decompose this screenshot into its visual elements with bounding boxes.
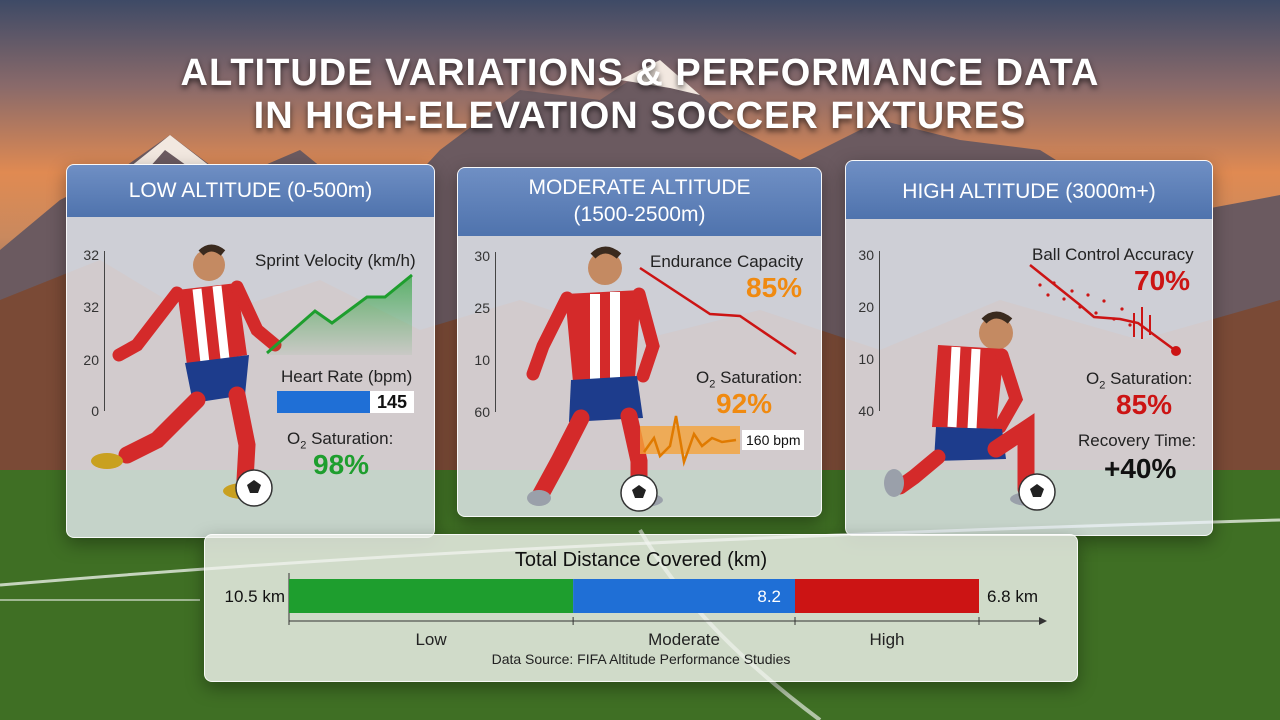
panel-header: LOW ALTITUDE (0-500m) — [67, 165, 434, 217]
o2-saturation-value: 92% — [716, 388, 773, 419]
data-label-moderate: 8.2 — [757, 587, 781, 606]
panel-header: HIGH ALTITUDE (3000m+) — [846, 161, 1212, 219]
panel-header-text: LOW ALTITUDE (0-500m) — [128, 179, 373, 202]
bar-low — [289, 579, 574, 613]
soccer-ball-icon — [620, 474, 658, 512]
panel-header-text-line-2: (1500-2500m) — [573, 203, 706, 226]
heart-rate-label: Heart Rate (bpm) — [281, 367, 413, 386]
heart-rate-pulse-chart — [640, 415, 740, 467]
chart-source: Data Source: FIFA Altitude Performance S… — [491, 651, 791, 667]
endurance-capacity-trend — [639, 266, 797, 356]
heart-rate-bpm-label: 160 bpm — [742, 430, 805, 450]
ball-control-accuracy-label: Ball Control Accuracy — [1032, 245, 1194, 264]
y-tick-label: 40 — [858, 403, 874, 419]
bar-high — [795, 579, 979, 613]
y-tick-label: 0 — [91, 403, 99, 419]
ball-control-accuracy-value: 70% — [1134, 265, 1191, 296]
sprint-velocity-label: Sprint Velocity (km/h) — [255, 251, 416, 270]
panel-header: MODERATE ALTITUDE (1500-2500m) — [458, 168, 821, 236]
y-tick-label: 32 — [83, 247, 99, 263]
distance-bar-chart: Low Moderate High 10.5 km 8.2 6.8 km — [225, 573, 1047, 649]
high-altitude-panel: HIGH ALTITUDE (3000m+) 30 20 10 40 Ball … — [845, 160, 1213, 536]
low-altitude-panel: LOW ALTITUDE (0-500m) 32 32 20 0 Sprint … — [66, 164, 435, 538]
o2-saturation-label: O2 Saturation: — [1086, 369, 1193, 392]
sprint-velocity-trend — [266, 273, 413, 355]
heart-rate-value: 145 — [370, 391, 414, 413]
title-line-2: IN HIGH-ELEVATION SOCCER FIXTURES — [253, 95, 1027, 137]
y-tick-label: 30 — [858, 247, 874, 263]
o2-saturation-label: O2 Saturation: — [696, 368, 803, 391]
recovery-time-value: +40% — [1104, 453, 1177, 484]
y-tick-label: 30 — [474, 248, 490, 264]
player-sprinting-icon — [91, 244, 282, 499]
y-tick-label: 10 — [858, 351, 874, 367]
recovery-time-label: Recovery Time: — [1078, 431, 1197, 450]
y-axis — [879, 251, 880, 411]
o2-saturation-value: 85% — [1116, 389, 1173, 420]
y-tick-label: 60 — [474, 404, 490, 420]
y-tick-label: 20 — [858, 299, 874, 315]
total-distance-panel: Total Distance Covered (km) Low Moderate H… — [204, 534, 1078, 682]
panel-header-text: HIGH ALTITUDE (3000m+) — [902, 180, 1156, 203]
y-tick-label: 25 — [474, 300, 490, 316]
data-label-high: 6.8 km — [987, 587, 1038, 606]
ball-control-accuracy-trend — [1029, 264, 1181, 356]
o2-saturation-value: 98% — [313, 449, 370, 480]
y-axis — [104, 251, 105, 411]
o2-saturation-label: O2 Saturation: — [287, 429, 394, 452]
heart-rate-bar — [277, 391, 370, 413]
endurance-capacity-value: 85% — [746, 272, 803, 303]
category-label: Moderate — [648, 630, 720, 649]
y-tick-label: 10 — [474, 352, 490, 368]
endurance-capacity-label: Endurance Capacity — [650, 252, 804, 271]
data-label-low: 10.5 km — [225, 587, 285, 606]
x-axis-arrow — [1039, 617, 1047, 625]
chart-title: Total Distance Covered (km) — [514, 549, 768, 571]
moderate-altitude-panel: MODERATE ALTITUDE (1500-2500m) 30 25 10 … — [457, 167, 822, 517]
bar-moderate — [573, 579, 795, 613]
category-label: High — [870, 630, 905, 649]
category-label: Low — [415, 630, 447, 649]
y-tick-label: 20 — [83, 352, 99, 368]
soccer-ball-icon — [1018, 473, 1056, 511]
title-line-1: ALTITUDE VARIATIONS & PERFORMANCE DATA — [180, 52, 1100, 94]
y-axis — [495, 252, 496, 412]
panel-header-text-line-1: MODERATE ALTITUDE — [528, 176, 751, 199]
y-tick-label: 32 — [83, 299, 99, 315]
player-kneeling-icon — [884, 311, 1050, 506]
soccer-ball-icon — [235, 469, 273, 507]
